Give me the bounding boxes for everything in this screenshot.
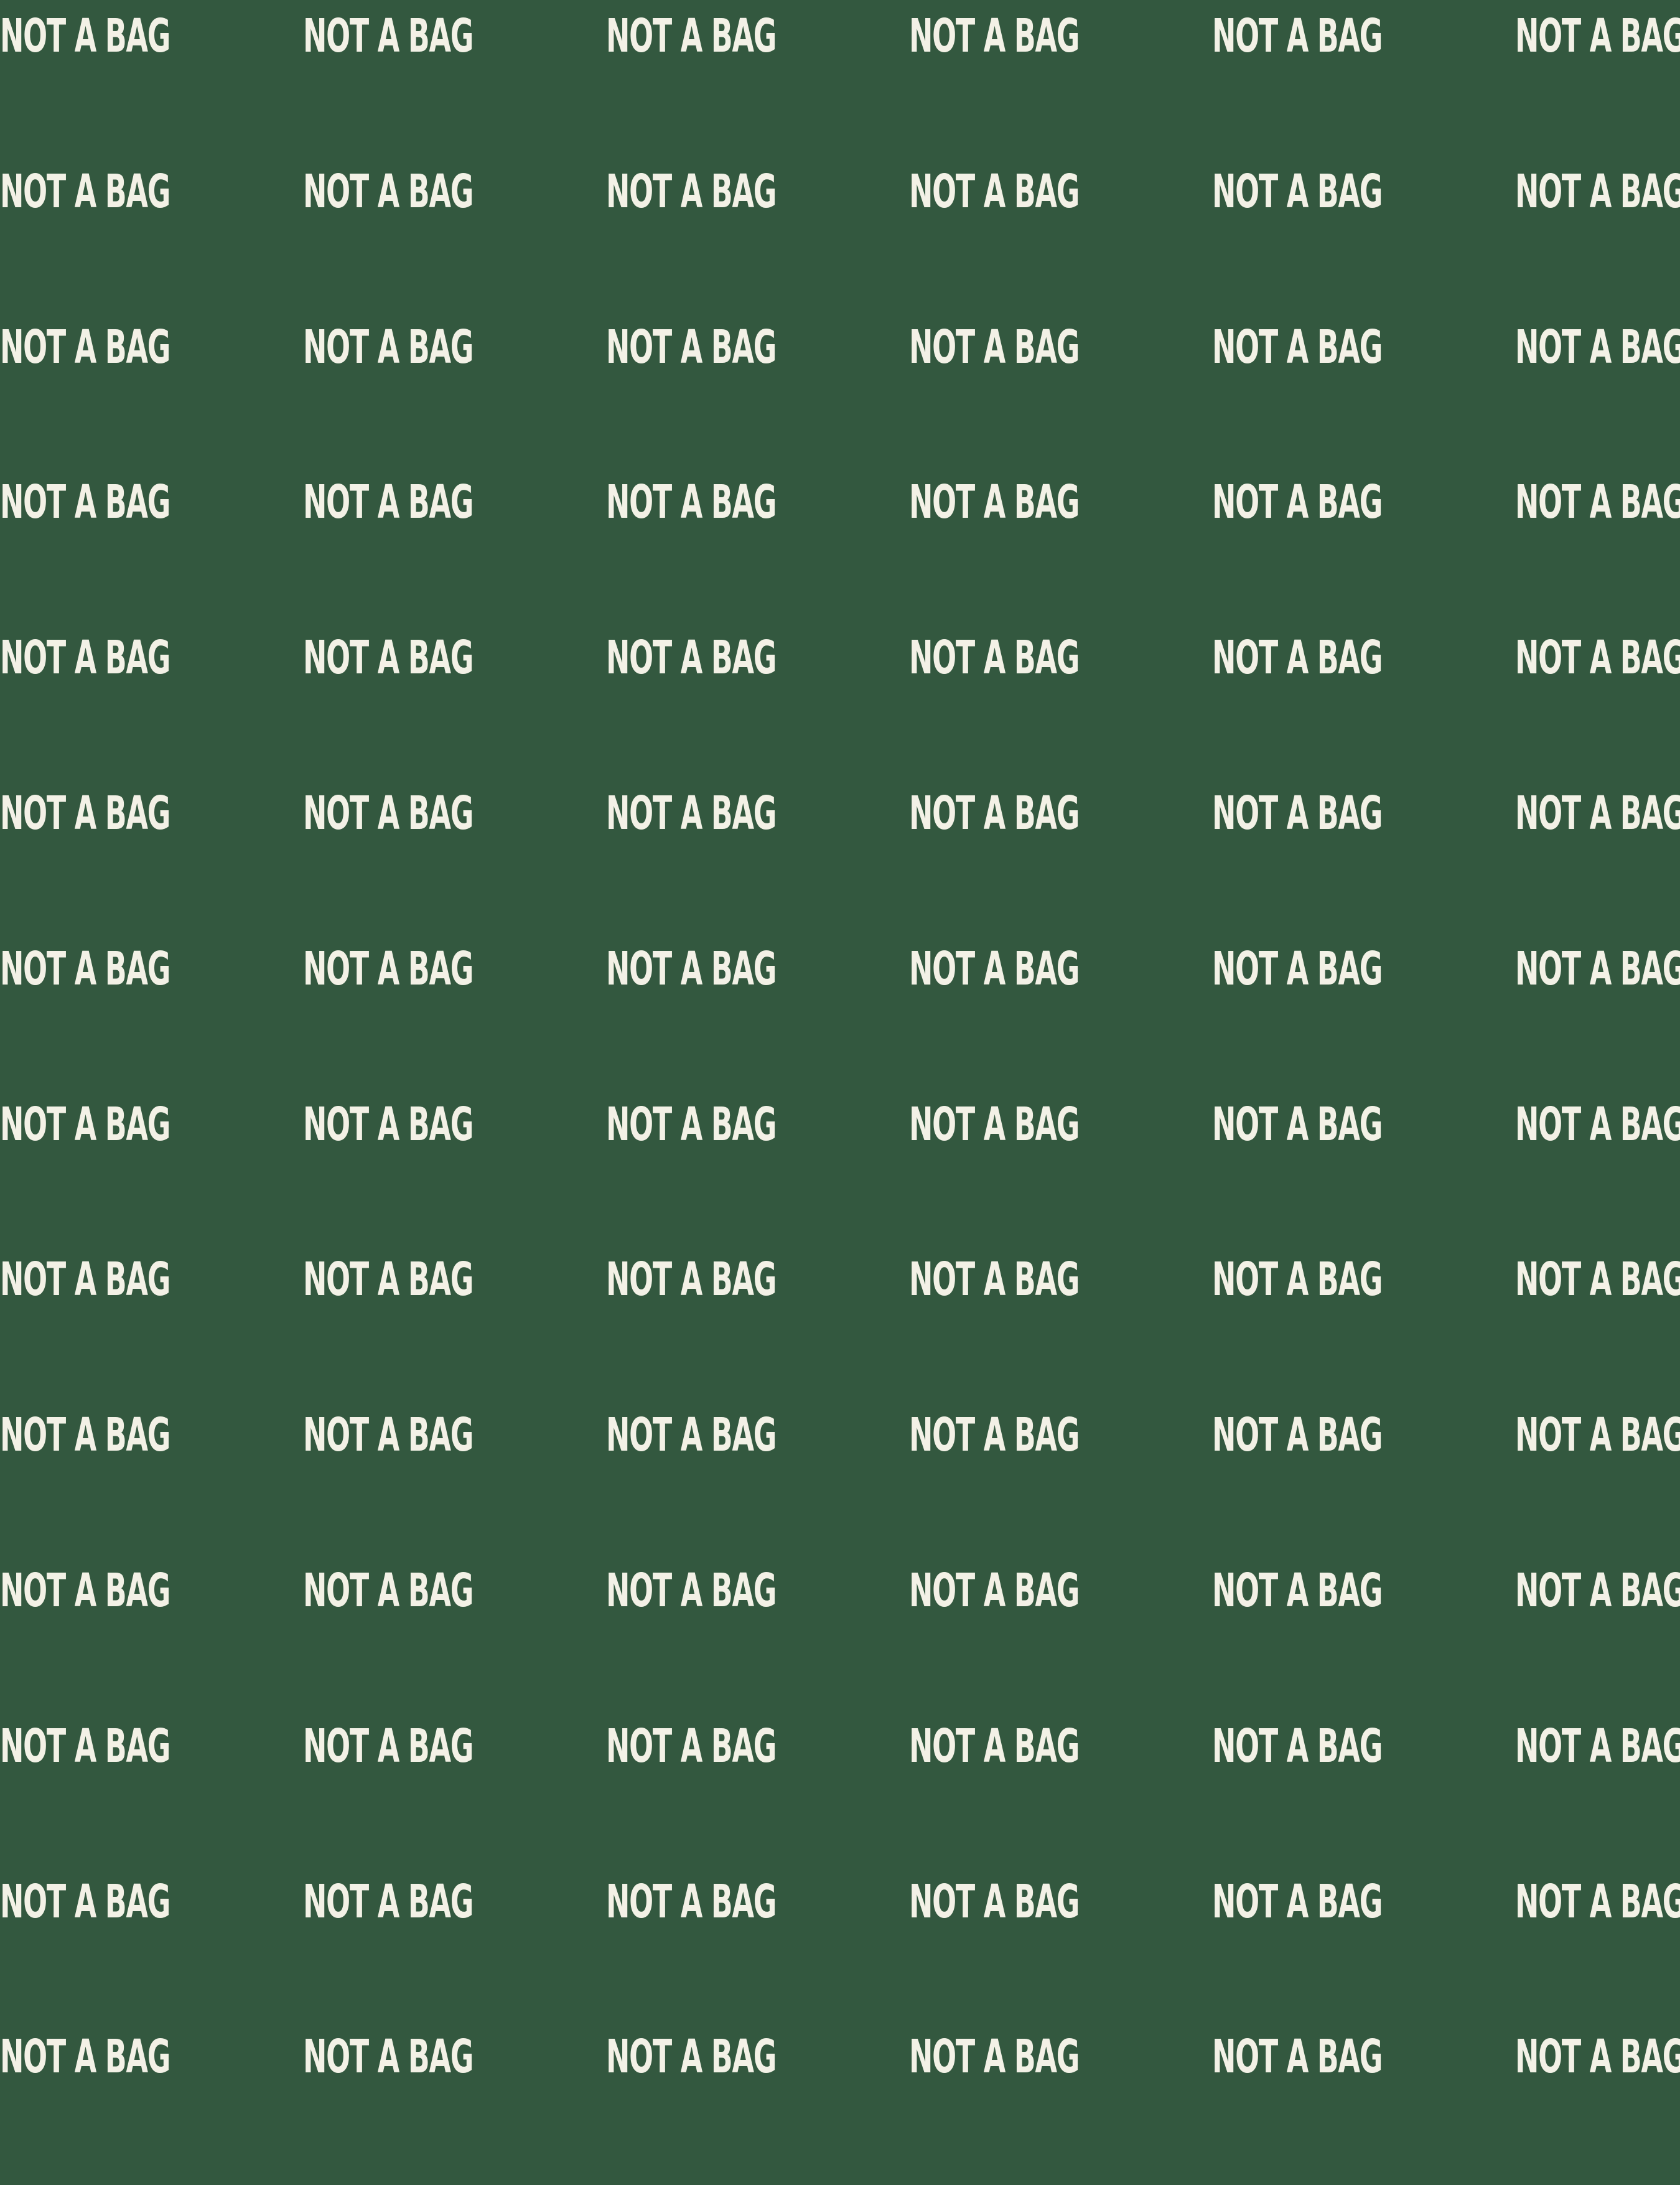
pattern-text: NOT A BAG bbox=[303, 942, 474, 996]
pattern-text: NOT A BAG bbox=[1212, 320, 1383, 374]
pattern-row: NOT A BAG NOT A BAG NOT A BAG NOT A BAG NOT … bbox=[0, 0, 1680, 73]
pattern-row: NOT A BAG NOT A BAG NOT A BAG NOT A BAG NOT … bbox=[0, 465, 1680, 540]
pattern-row: NOT A BAG NOT A BAG NOT A BAG NOT A BAG NOT … bbox=[0, 1553, 1680, 1628]
pattern-text: NOT A BAG bbox=[303, 787, 474, 840]
pattern-text: NOT A BAG bbox=[606, 2030, 777, 2084]
pattern-row: NOT A BAG NOT A BAG NOT A BAG NOT A BAG NOT … bbox=[0, 2019, 1680, 2094]
pattern-text: NOT A BAG bbox=[1212, 9, 1383, 63]
pattern-text: NOT A BAG bbox=[606, 1098, 777, 1151]
pattern-text: NOT A BAG bbox=[606, 475, 777, 529]
pattern-text: NOT A BAG bbox=[606, 1253, 777, 1306]
pattern-text: NOT A BAG bbox=[606, 1408, 777, 1462]
pattern-text: NOT A BAG bbox=[0, 942, 170, 996]
pattern-text: NOT A BAG bbox=[909, 942, 1080, 996]
pattern-text: NOT A BAG bbox=[1515, 1719, 1680, 1773]
pattern-text: NOT A BAG bbox=[0, 1719, 170, 1773]
pattern-text: NOT A BAG bbox=[1515, 9, 1680, 63]
pattern-text: NOT A BAG bbox=[909, 1875, 1080, 1929]
pattern-row: NOT A BAG NOT A BAG NOT A BAG NOT A BAG NOT … bbox=[0, 1398, 1680, 1472]
pattern-text: NOT A BAG bbox=[1212, 165, 1383, 218]
pattern-text: NOT A BAG bbox=[1515, 1408, 1680, 1462]
pattern-text: NOT A BAG bbox=[303, 9, 474, 63]
pattern-row: NOT A BAG NOT A BAG NOT A BAG NOT A BAG NOT … bbox=[0, 154, 1680, 229]
pattern-text: NOT A BAG bbox=[1515, 631, 1680, 685]
pattern-text: NOT A BAG bbox=[606, 9, 777, 63]
pattern-text: NOT A BAG bbox=[1212, 1098, 1383, 1151]
pattern-text: NOT A BAG bbox=[909, 475, 1080, 529]
pattern-text: NOT A BAG bbox=[909, 1564, 1080, 1617]
pattern-row: NOT A BAG NOT A BAG NOT A BAG NOT A BAG NOT … bbox=[0, 932, 1680, 1006]
pattern-text: NOT A BAG bbox=[909, 1719, 1080, 1773]
pattern-text: NOT A BAG bbox=[909, 9, 1080, 63]
pattern-text: NOT A BAG bbox=[1212, 942, 1383, 996]
pattern-text: NOT A BAG bbox=[303, 2030, 474, 2084]
pattern-text: NOT A BAG bbox=[1515, 320, 1680, 374]
pattern-text: NOT A BAG bbox=[909, 165, 1080, 218]
pattern-text: NOT A BAG bbox=[909, 2030, 1080, 2084]
pattern-text: NOT A BAG bbox=[1212, 787, 1383, 840]
pattern-text: NOT A BAG bbox=[1515, 1875, 1680, 1929]
pattern-text: NOT A BAG bbox=[0, 9, 170, 63]
pattern-text: NOT A BAG bbox=[1515, 165, 1680, 218]
pattern-text: NOT A BAG bbox=[0, 631, 170, 685]
pattern-text: NOT A BAG bbox=[303, 1875, 474, 1929]
pattern-text: NOT A BAG bbox=[909, 631, 1080, 685]
pattern-text: NOT A BAG bbox=[0, 1253, 170, 1306]
pattern-text: NOT A BAG bbox=[909, 1098, 1080, 1151]
pattern-row: NOT A BAG NOT A BAG NOT A BAG NOT A BAG NOT … bbox=[0, 1087, 1680, 1162]
pattern-text: NOT A BAG bbox=[303, 631, 474, 685]
pattern-row: NOT A BAG NOT A BAG NOT A BAG NOT A BAG NOT … bbox=[0, 1242, 1680, 1317]
pattern-text: NOT A BAG bbox=[606, 942, 777, 996]
pattern-text: NOT A BAG bbox=[303, 1098, 474, 1151]
pattern-text: NOT A BAG bbox=[606, 165, 777, 218]
pattern-text: NOT A BAG bbox=[303, 165, 474, 218]
pattern-text: NOT A BAG bbox=[303, 1253, 474, 1306]
pattern-text: NOT A BAG bbox=[0, 1875, 170, 1929]
pattern-text: NOT A BAG bbox=[909, 320, 1080, 374]
pattern-row: NOT A BAG NOT A BAG NOT A BAG NOT A BAG NOT … bbox=[0, 1709, 1680, 1784]
pattern-text: NOT A BAG bbox=[0, 1408, 170, 1462]
pattern-text: NOT A BAG bbox=[909, 1253, 1080, 1306]
pattern-text: NOT A BAG bbox=[303, 1408, 474, 1462]
pattern-text: NOT A BAG bbox=[1212, 1875, 1383, 1929]
pattern-text: NOT A BAG bbox=[1515, 2030, 1680, 2084]
pattern-text: NOT A BAG bbox=[606, 631, 777, 685]
pattern-text: NOT A BAG bbox=[303, 1719, 474, 1773]
pattern-text: NOT A BAG bbox=[0, 320, 170, 374]
pattern-text: NOT A BAG bbox=[1515, 475, 1680, 529]
pattern-text: NOT A BAG bbox=[0, 165, 170, 218]
pattern-text: NOT A BAG bbox=[0, 1564, 170, 1617]
pattern-text: NOT A BAG bbox=[1212, 1253, 1383, 1306]
pattern-text: NOT A BAG bbox=[1515, 942, 1680, 996]
pattern-text: NOT A BAG bbox=[1515, 1098, 1680, 1151]
pattern-text: NOT A BAG bbox=[909, 1408, 1080, 1462]
pattern-text: NOT A BAG bbox=[0, 787, 170, 840]
pattern-text: NOT A BAG bbox=[303, 475, 474, 529]
pattern-text: NOT A BAG bbox=[0, 475, 170, 529]
pattern-text: NOT A BAG bbox=[1212, 631, 1383, 685]
pattern-text: NOT A BAG bbox=[0, 1098, 170, 1151]
pattern-text: NOT A BAG bbox=[1212, 1408, 1383, 1462]
pattern-text: NOT A BAG bbox=[909, 787, 1080, 840]
pattern-text: NOT A BAG bbox=[1515, 1253, 1680, 1306]
pattern-text: NOT A BAG bbox=[303, 320, 474, 374]
pattern-text: NOT A BAG bbox=[1212, 1719, 1383, 1773]
pattern-text: NOT A BAG bbox=[606, 787, 777, 840]
pattern-text: NOT A BAG bbox=[606, 320, 777, 374]
pattern-text: NOT A BAG bbox=[1212, 1564, 1383, 1617]
pattern-text: NOT A BAG bbox=[606, 1875, 777, 1929]
pattern-text: NOT A BAG bbox=[1212, 475, 1383, 529]
pattern-text: NOT A BAG bbox=[303, 1564, 474, 1617]
pattern-text: NOT A BAG bbox=[1515, 787, 1680, 840]
pattern-row: NOT A BAG NOT A BAG NOT A BAG NOT A BAG NOT … bbox=[0, 310, 1680, 385]
pattern-text: NOT A BAG bbox=[606, 1564, 777, 1617]
pattern-text: NOT A BAG bbox=[0, 2030, 170, 2084]
pattern-text: NOT A BAG bbox=[1515, 1564, 1680, 1617]
pattern-row: NOT A BAG NOT A BAG NOT A BAG NOT A BAG NOT … bbox=[0, 1865, 1680, 1939]
pattern-text: NOT A BAG bbox=[1212, 2030, 1383, 2084]
pattern-row: NOT A BAG NOT A BAG NOT A BAG NOT A BAG NOT … bbox=[0, 776, 1680, 851]
pattern-row: NOT A BAG NOT A BAG NOT A BAG NOT A BAG NOT … bbox=[0, 620, 1680, 695]
pattern-text: NOT A BAG bbox=[606, 1719, 777, 1773]
